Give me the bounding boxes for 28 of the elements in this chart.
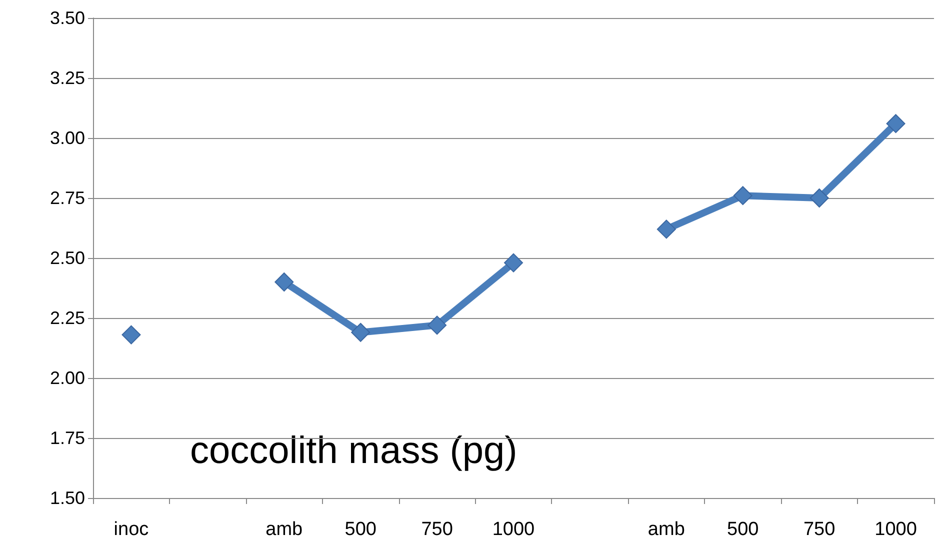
x-tick-label: 1000 (874, 519, 917, 540)
y-tick-label: 1.50 (50, 488, 85, 508)
point (428, 316, 447, 335)
y-tick-label: 3.25 (50, 68, 85, 88)
x-tick-label: 1000 (492, 519, 535, 540)
x-tick-label: amb (648, 519, 685, 540)
annotation: coccolith mass (pg) (190, 430, 518, 472)
point (122, 325, 141, 344)
y-tick-label: 2.00 (50, 368, 85, 388)
y-tick-label: 1.75 (50, 428, 85, 448)
x-tick-label: 750 (421, 519, 453, 540)
y-tick-label: 2.75 (50, 188, 85, 208)
point (504, 253, 523, 272)
x-tick-label: amb (266, 519, 303, 540)
point (810, 188, 829, 208)
y-tick-label: 2.50 (50, 248, 85, 268)
y-tick-label: 3.00 (50, 128, 85, 148)
x-tick-label: 500 (727, 519, 759, 540)
y-tick-label: 3.50 (50, 8, 85, 28)
point (733, 186, 752, 206)
point (274, 272, 294, 292)
point (656, 220, 676, 239)
x-tick-label: 500 (344, 519, 376, 540)
point (351, 322, 370, 342)
x-tick-label: inoc (114, 519, 149, 540)
x-tick-label: 750 (803, 519, 836, 540)
y-tick-label: 2.25 (50, 308, 85, 328)
point (886, 114, 906, 134)
